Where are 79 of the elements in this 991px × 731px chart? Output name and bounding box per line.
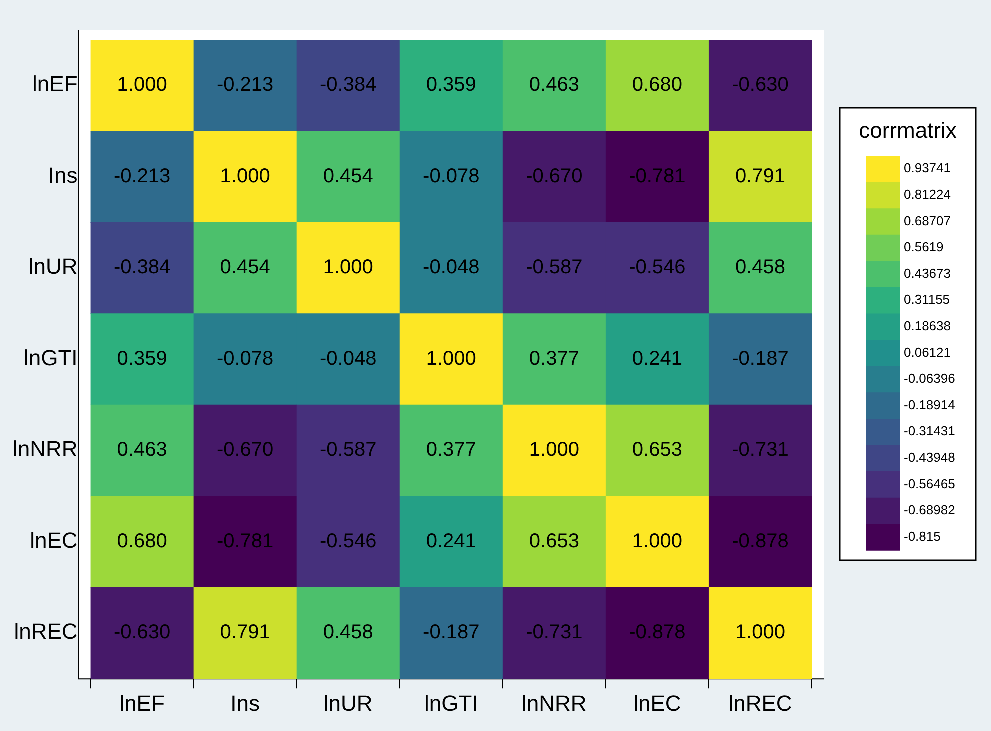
data-label: 0.377 <box>426 439 476 462</box>
data-label: -0.078 <box>423 165 480 188</box>
data-label: 0.653 <box>632 439 682 462</box>
x-tick-label: lnNRR <box>522 690 587 716</box>
data-label: 0.791 <box>735 165 786 188</box>
data-label: -0.587 <box>526 256 583 279</box>
data-label: 0.454 <box>220 256 270 279</box>
y-tick-label: lnNRR <box>12 436 78 462</box>
data-label: -0.078 <box>216 348 274 370</box>
data-label: 0.680 <box>117 530 168 552</box>
data-label: 0.791 <box>220 622 270 644</box>
data-label: 0.680 <box>632 74 682 96</box>
data-label: -0.546 <box>629 256 686 279</box>
color-bar-label: -0.56465 <box>904 476 956 492</box>
color-bar-label: 0.93741 <box>904 160 951 176</box>
data-label: -0.781 <box>216 530 274 552</box>
data-label: 0.241 <box>632 348 682 370</box>
data-label: 0.359 <box>426 74 476 96</box>
data-label: -0.213 <box>216 74 274 96</box>
y-tick-label: Ins <box>48 162 78 188</box>
data-label: -0.731 <box>732 439 789 462</box>
data-label: -0.878 <box>629 622 686 644</box>
color-bar-label: -0.06396 <box>904 371 956 386</box>
data-label: -0.670 <box>526 165 583 188</box>
data-label: -0.213 <box>114 165 171 188</box>
data-label: 1.000 <box>323 256 374 279</box>
data-label: 0.463 <box>117 439 168 462</box>
color-bar-label: 0.68707 <box>904 213 951 228</box>
y-tick-label: lnUR <box>28 254 78 280</box>
data-label: -0.546 <box>320 530 377 552</box>
color-bar-label: 0.06121 <box>904 344 951 360</box>
data-label: 1.000 <box>529 439 580 462</box>
data-label: 1.000 <box>220 165 270 188</box>
data-label: 0.359 <box>117 348 168 370</box>
color-bar-label: -0.18914 <box>904 397 956 412</box>
x-tick-label: lnEC <box>634 690 682 716</box>
y-tick-label: lnEC <box>30 528 78 553</box>
color-bar-title: corrmatrix <box>859 118 957 144</box>
data-label: 0.377 <box>529 348 580 370</box>
data-label: -0.048 <box>320 348 377 370</box>
data-label: -0.187 <box>423 622 480 644</box>
color-bar-label: 0.31155 <box>904 292 950 308</box>
y-tick-label: lnREC <box>14 619 78 644</box>
data-label: 0.653 <box>529 530 580 552</box>
data-label: -0.048 <box>423 256 480 279</box>
data-label: -0.587 <box>320 439 377 462</box>
color-bar-label: -0.815 <box>904 528 941 544</box>
color-bar-label: 0.81224 <box>904 187 951 202</box>
y-tick-label: lnGTI <box>24 345 78 370</box>
data-label: -0.731 <box>526 622 583 644</box>
data-label: 0.463 <box>529 74 580 96</box>
data-label: -0.670 <box>216 439 274 462</box>
data-label: 0.458 <box>323 622 374 644</box>
data-label: 1.000 <box>735 622 786 644</box>
data-label: 1.000 <box>426 348 476 370</box>
data-label: -0.384 <box>320 74 377 96</box>
data-label: 0.241 <box>426 530 476 552</box>
color-bar-label: 0.18638 <box>904 318 951 334</box>
data-label: -0.630 <box>732 74 789 96</box>
x-tick-label: lnEF <box>120 690 165 716</box>
x-tick-label: lnREC <box>728 690 792 716</box>
data-label: -0.878 <box>732 530 789 552</box>
color-bar-label: 0.43673 <box>904 266 951 281</box>
data-label: 1.000 <box>632 530 682 552</box>
data-label: 0.454 <box>323 165 374 188</box>
data-label: -0.630 <box>114 622 171 644</box>
color-bar-label: -0.68982 <box>904 502 956 518</box>
color-bar-label: -0.31431 <box>904 424 956 439</box>
color-bar-label: 0.5619 <box>904 240 944 255</box>
data-label: 1.000 <box>117 74 168 96</box>
data-label: 0.458 <box>735 256 786 279</box>
data-label: -0.187 <box>732 348 789 370</box>
data-label: -0.384 <box>114 256 171 279</box>
x-tick-label: Ins <box>230 690 260 716</box>
x-tick-label: lnUR <box>324 690 373 716</box>
x-tick-label: lnGTI <box>424 690 478 716</box>
y-tick-label: lnEF <box>32 72 78 97</box>
data-label: -0.781 <box>629 165 686 188</box>
color-bar-label: -0.43948 <box>904 450 956 465</box>
